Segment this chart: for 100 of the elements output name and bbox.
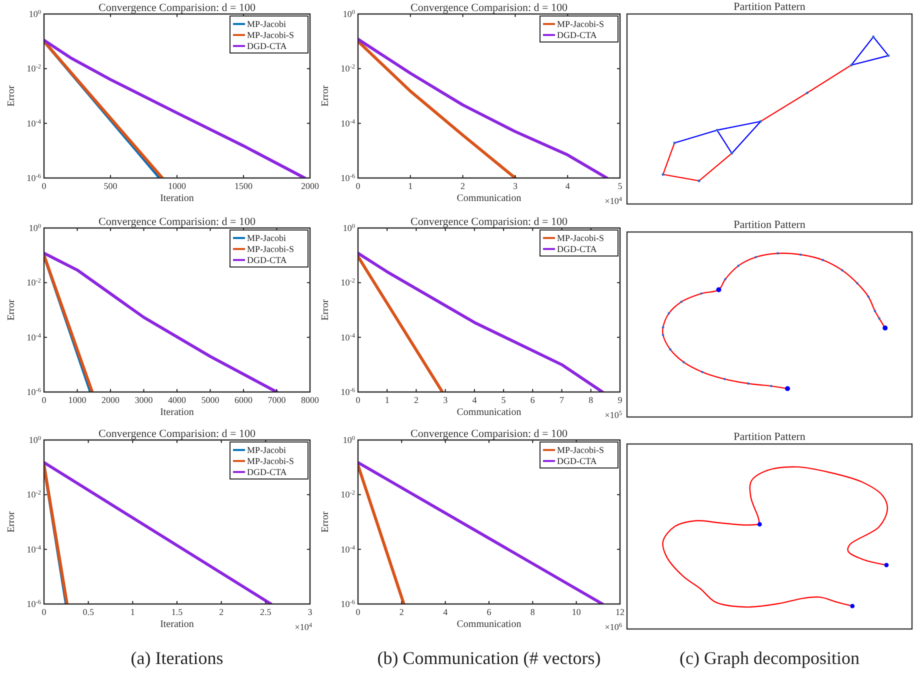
x-tick-label: 6 — [486, 607, 492, 617]
x-tick-label: 0 — [42, 395, 47, 405]
legend-label: MP-Jacobi-S — [557, 19, 604, 29]
x-tick-label: 2 — [219, 607, 224, 617]
text: (b) Communication (# vectors) — [377, 648, 601, 668]
text: Partition Pattern — [734, 431, 806, 443]
legend-label: MP-Jacobi-S — [247, 456, 294, 466]
x-axis-title: Communication — [456, 193, 522, 204]
y-tick-label: 10$^{0}$ — [342, 222, 355, 233]
x-axis-title: Iteration — [160, 407, 194, 418]
chart-title: Convergence Comparision: d = 100 — [98, 428, 256, 440]
x-tick-label: 2 — [460, 181, 466, 191]
y-tick-label: 10$^{0}$ — [28, 222, 41, 233]
x-tick-label: 2.5 — [260, 607, 272, 617]
x-tick-label: 0 — [42, 181, 47, 191]
x-tick-label: 10 — [572, 607, 582, 617]
y-tick-label: 10$^{-4}$ — [26, 544, 42, 554]
x-tick-label: 6000 — [234, 395, 253, 405]
x-tick-label: 0 — [356, 181, 361, 191]
legend-label: DGD-CTA — [247, 467, 288, 477]
y-tick-label: 10$^{-6}$ — [340, 598, 355, 609]
y-axis-title: Error — [320, 84, 331, 107]
x-tick-label: 7000 — [268, 395, 286, 405]
legend-label: DGD-CTA — [557, 244, 598, 254]
x-tick-label: 9 — [618, 395, 623, 405]
x-tick-label: 1500 — [234, 181, 253, 191]
y-tick-label: 10$^{-4}$ — [26, 332, 42, 342]
x-tick-label: 5 — [618, 181, 623, 191]
x-tick-label: 8000 — [301, 395, 320, 405]
text: Partition Pattern — [734, 219, 806, 231]
x-tick-label: 6 — [530, 395, 536, 405]
x-tick-label: 0 — [356, 607, 361, 617]
chart-title: Convergence Comparision: d = 100 — [98, 2, 256, 14]
x-axis-title: Iteration — [160, 619, 194, 630]
text: ×10$^{4}$ — [604, 196, 623, 206]
x-tick-label: 1 — [408, 181, 413, 191]
y-tick-label: 10$^{-2}$ — [26, 489, 41, 500]
x-axis-title: Communication — [456, 407, 522, 418]
y-tick-label: 10$^{-4}$ — [340, 544, 356, 554]
x-tick-label: 0 — [42, 607, 47, 617]
x-tick-label: 8 — [530, 607, 536, 617]
x-tick-label: 1 — [384, 395, 390, 405]
y-tick-label: 10$^{-6}$ — [340, 386, 355, 397]
y-tick-label: 10$^{-6}$ — [340, 172, 355, 183]
y-axis-title: Error — [6, 298, 17, 321]
x-tick-label: 1000 — [168, 181, 186, 191]
x-tick-label: 7 — [560, 395, 565, 405]
x-tick-label: 500 — [104, 181, 118, 191]
text: ×10$^{6}$ — [604, 622, 622, 632]
x-tick-label: 2000 — [102, 395, 120, 405]
x-tick-label: 3 — [512, 181, 518, 191]
y-tick-label: 10$^{-2}$ — [340, 277, 355, 288]
y-axis-title: Error — [6, 84, 17, 107]
y-tick-label: 10$^{-6}$ — [26, 386, 41, 397]
y-tick-label: 10$^{-6}$ — [26, 172, 41, 183]
x-tick-label: 5000 — [201, 395, 220, 405]
text: ×10$^{5}$ — [604, 410, 622, 420]
x-tick-label: 4000 — [168, 395, 186, 405]
x-tick-label: 1 — [130, 607, 135, 617]
y-tick-label: 10$^{-2}$ — [340, 489, 355, 500]
legend-label: MP-Jacobi — [247, 19, 286, 29]
text: (a) Iterations — [130, 648, 224, 668]
text: ×10$^{4}$ — [294, 622, 313, 632]
y-axis-title: Error — [320, 298, 331, 321]
legend-label: MP-Jacobi — [247, 445, 286, 455]
y-tick-label: 10$^{-2}$ — [340, 63, 355, 74]
x-tick-label: 3 — [308, 607, 313, 617]
chart-title: Convergence Comparision: d = 100 — [98, 216, 256, 228]
x-tick-label: 4 — [472, 395, 478, 405]
chart-title: Convergence Comparision: d = 100 — [410, 2, 568, 14]
legend-label: MP-Jacobi-S — [557, 445, 604, 455]
y-tick-label: 10$^{-4}$ — [340, 118, 356, 128]
x-tick-label: 8 — [588, 395, 594, 405]
x-tick-label: 2 — [399, 607, 404, 617]
x-axis-title: Communication — [456, 619, 522, 630]
x-tick-label: 3000 — [134, 395, 154, 405]
legend-label: MP-Jacobi-S — [247, 244, 294, 254]
legend-label: MP-Jacobi-S — [557, 233, 604, 243]
line-series — [358, 252, 604, 392]
legend-label: MP-Jacobi-S — [247, 30, 294, 40]
y-tick-label: 10$^{0}$ — [28, 8, 41, 19]
y-tick-label: 10$^{0}$ — [342, 434, 355, 445]
x-tick-label: 4 — [443, 607, 448, 617]
x-tick-label: 3 — [443, 395, 448, 405]
y-tick-label: 10$^{-4}$ — [340, 332, 356, 342]
legend-label: DGD-CTA — [557, 456, 598, 466]
legend-label: MP-Jacobi — [247, 233, 286, 243]
x-tick-label: 5 — [501, 395, 506, 405]
legend-label: DGD-CTA — [247, 41, 288, 51]
y-tick-label: 10$^{0}$ — [28, 434, 41, 445]
legend-label: DGD-CTA — [557, 30, 598, 40]
x-tick-label: 1.5 — [171, 607, 184, 617]
line-series — [358, 40, 517, 178]
x-tick-label: 0 — [356, 395, 361, 405]
y-tick-label: 10$^{-4}$ — [26, 118, 42, 128]
x-tick-label: 4 — [565, 181, 570, 191]
y-tick-label: 10$^{-2}$ — [26, 63, 41, 74]
y-tick-label: 10$^{-6}$ — [26, 598, 41, 609]
y-tick-label: 10$^{0}$ — [342, 8, 355, 19]
line-series — [358, 38, 608, 178]
